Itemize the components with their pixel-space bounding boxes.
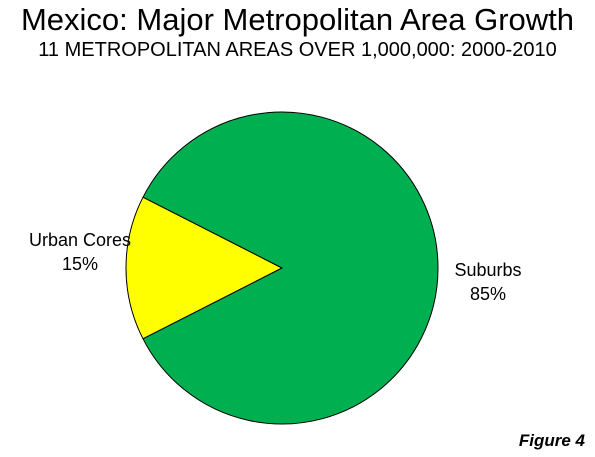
pie-labels: Urban Cores 15% Suburbs 85%	[29, 230, 522, 304]
pie-slices	[125, 111, 439, 425]
slice-label-name: Suburbs	[454, 260, 521, 280]
slice-label-name: Urban Cores	[29, 230, 131, 250]
figure-label: Figure 4	[518, 431, 585, 450]
pie-slice-suburbs	[142, 111, 439, 425]
slice-label-value: 85%	[470, 284, 506, 304]
chart-title: Mexico: Major Metropolitan Area Growth	[20, 2, 575, 37]
chart-subtitle: 11 METROPOLITAN AREAS OVER 1,000,000: 20…	[38, 39, 557, 61]
slice-label-value: 15%	[62, 254, 98, 274]
pie-slice-urban-cores	[125, 196, 284, 340]
